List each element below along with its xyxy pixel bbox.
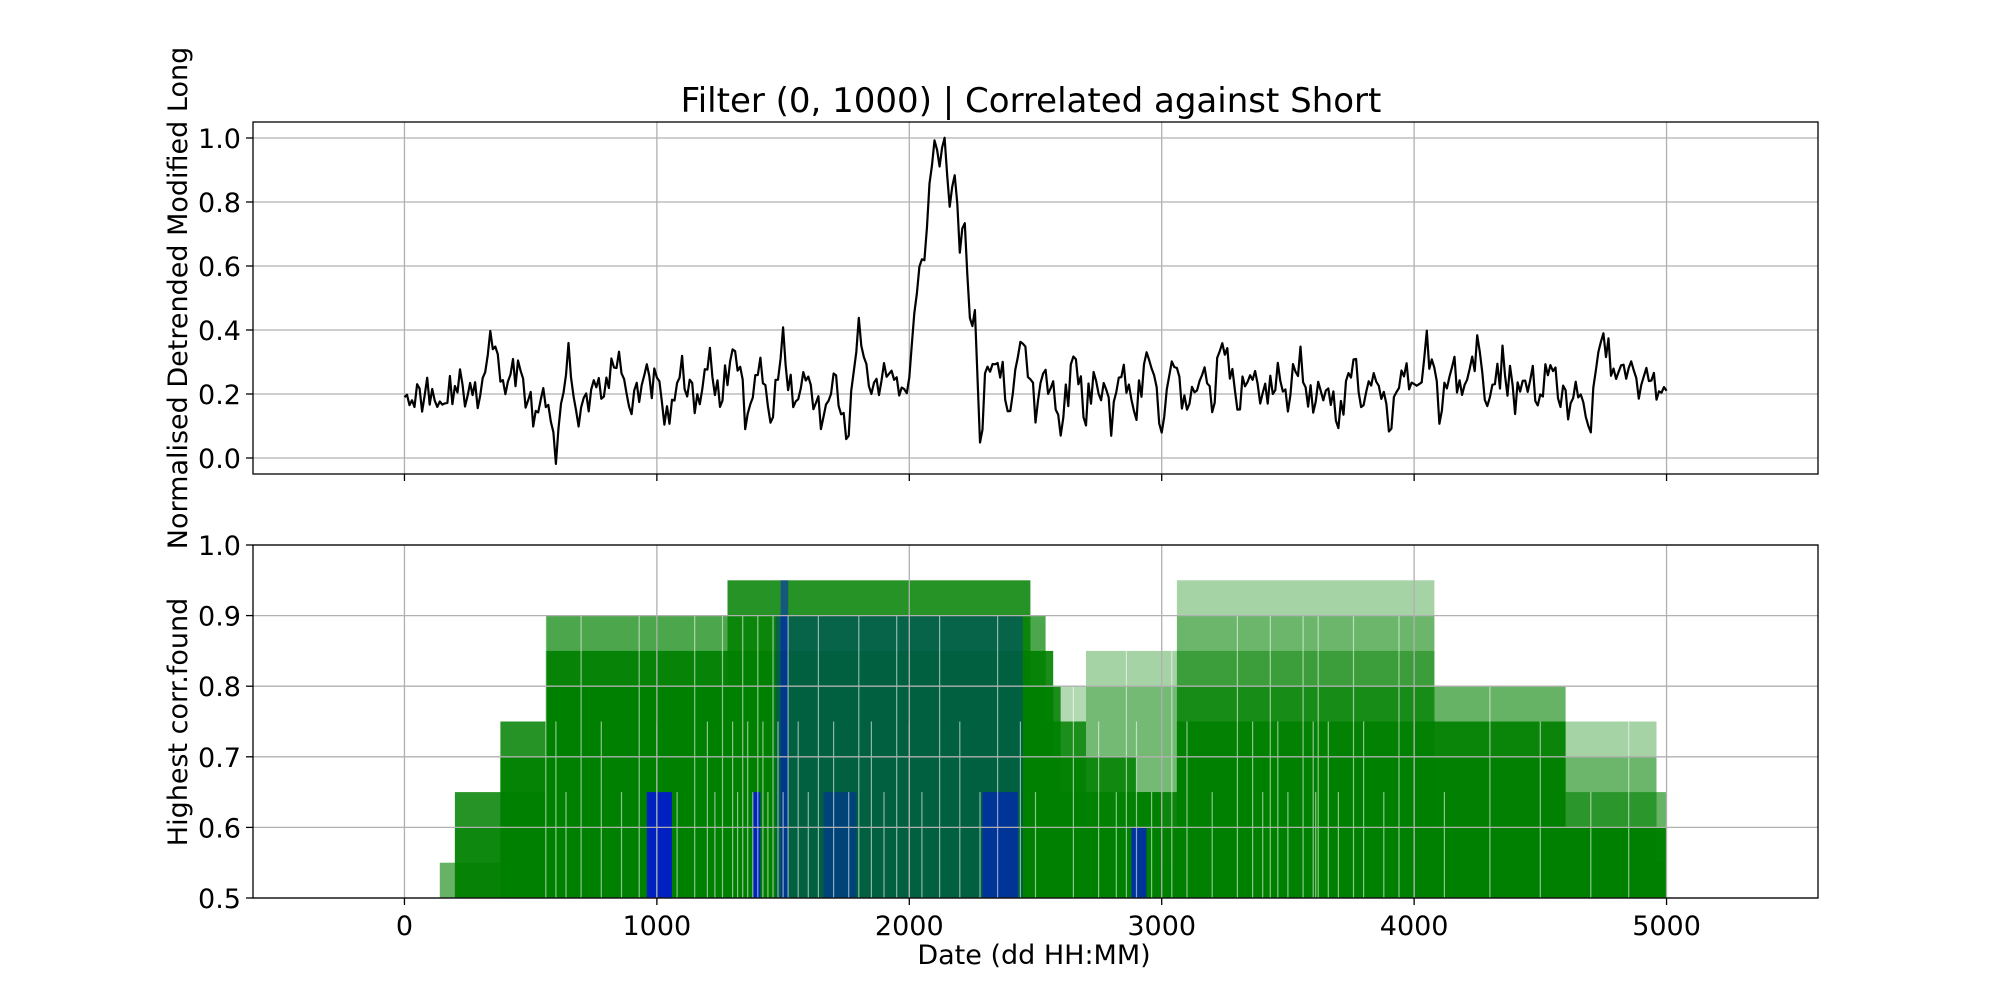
top-series-layer: [403, 136, 1668, 465]
chart-title: Filter (0, 1000) | Correlated against Sh…: [681, 81, 1382, 121]
bottom-ticks: 0 1000 2000 3000 4000 5000 0.5 0.6 0.7 0.8 0.9 1.0: [198, 531, 1701, 942]
top-y-tick-label: 1.0: [198, 124, 241, 155]
top-line-plot: 0.0 0.2 0.4 0.6 0.8 1.0: [198, 121, 1819, 481]
bottom-y-tick-label: 0.9: [198, 602, 241, 633]
corr-bar: [823, 792, 857, 898]
bottom-x-tick-label: 1000: [623, 911, 692, 942]
corr-bar: [1131, 827, 1147, 898]
corr-bar: [646, 792, 672, 898]
bottom-y-axis-label: Highest corr.found: [163, 598, 194, 846]
bottom-x-tick-label: 0: [396, 911, 413, 942]
bottom-y-tick-label: 0.6: [198, 813, 241, 844]
x-axis-label: Date (dd HH:MM): [917, 940, 1150, 971]
top-y-tick-label: 0.0: [198, 444, 241, 475]
bottom-bar-separators: [545, 615, 1630, 898]
bottom-y-tick-label: 0.5: [198, 884, 241, 915]
corr-bar: [1338, 862, 1667, 898]
top-ticks: 0.0 0.2 0.4 0.6 0.8 1.0: [198, 124, 1668, 481]
top-y-tick-label: 0.6: [198, 252, 241, 283]
bottom-y-tick-label: 0.8: [198, 672, 241, 703]
bottom-x-tick-label: 3000: [1127, 911, 1196, 942]
top-y-tick-label: 0.8: [198, 188, 241, 219]
top-y-tick-label: 0.2: [198, 380, 241, 411]
corr-bar: [752, 792, 761, 898]
bottom-y-tick-label: 0.7: [198, 743, 241, 774]
bottom-bars-layer: [439, 580, 1667, 898]
top-y-axis-label: Normalised Detrended Modified Long: [163, 47, 194, 549]
bottom-x-tick-label: 2000: [875, 911, 944, 942]
bottom-x-tick-label: 5000: [1632, 911, 1701, 942]
corr-bar: [982, 792, 1018, 898]
top-y-tick-label: 0.4: [198, 316, 241, 347]
bottom-axes-frame: [252, 544, 1819, 899]
series-line: [403, 136, 1668, 465]
bottom-y-tick-label: 1.0: [198, 531, 241, 562]
top-axes-frame: [252, 121, 1819, 475]
bottom-x-tick-label: 4000: [1380, 911, 1449, 942]
corr-bar: [780, 580, 789, 898]
top-grid: [253, 122, 1818, 474]
bottom-bar-plot: 0 1000 2000 3000 4000 5000 0.5 0.6 0.7 0.8 0.9 1.0: [198, 531, 1819, 942]
